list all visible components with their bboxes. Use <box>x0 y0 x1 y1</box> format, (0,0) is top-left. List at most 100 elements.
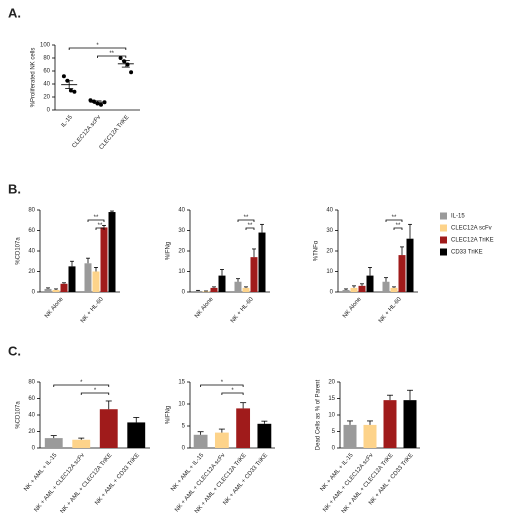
y-axis-label: %CD107a <box>16 237 22 265</box>
legend-label: CLEC12A scFv <box>451 226 492 232</box>
significance-label: ** <box>98 223 103 229</box>
bar <box>390 287 398 292</box>
bar <box>398 255 406 292</box>
x-tick-label: CLEC12A scFv <box>71 114 102 149</box>
legend-label: CD33 TriKE <box>451 250 483 256</box>
significance-bracket <box>393 227 403 230</box>
bar <box>406 238 414 292</box>
significance-label: ** <box>109 51 114 57</box>
bar <box>44 288 52 292</box>
legend-swatch <box>440 212 447 220</box>
data-point <box>68 88 73 93</box>
data-point <box>72 89 77 94</box>
y-tick-label: 40 <box>28 249 35 255</box>
bar <box>383 400 397 448</box>
y-tick-label: 10 <box>178 269 185 275</box>
x-tick-label: NK + AML + IL-15 <box>320 452 356 493</box>
significance-bracket <box>87 219 105 222</box>
bar <box>210 287 218 292</box>
bar <box>403 400 417 448</box>
data-point <box>88 98 93 103</box>
panel-label: C. <box>8 343 21 358</box>
y-axis-label: %IFNg <box>166 242 172 260</box>
significance-label: * <box>94 388 97 394</box>
legend-swatch <box>440 248 447 256</box>
x-tick-label: NK + AML + CLEC12A TriKE <box>60 452 114 513</box>
y-tick-label: 10 <box>178 402 185 408</box>
legend-label: CLEC12A TriKE <box>451 238 494 244</box>
y-tick-label: 20 <box>326 249 333 255</box>
significance-bracket <box>68 47 127 50</box>
bar <box>194 290 202 292</box>
data-point <box>92 99 96 104</box>
significance-label: * <box>96 43 99 49</box>
bar <box>236 408 251 448</box>
data-point <box>129 70 134 75</box>
significance-bracket <box>245 227 255 230</box>
bar <box>214 432 229 448</box>
y-tick-label: 40 <box>178 208 185 214</box>
y-tick-label: 0 <box>330 290 334 296</box>
y-tick-label: 80 <box>28 380 35 386</box>
panel-label: A. <box>8 5 21 20</box>
bar <box>234 281 242 292</box>
y-tick-label: 0 <box>182 290 186 296</box>
significance-label: ** <box>244 215 249 221</box>
bar <box>127 422 146 448</box>
y-tick-label: 0 <box>32 290 36 296</box>
bar <box>44 438 63 448</box>
bar <box>108 212 116 292</box>
significance-label: ** <box>396 223 401 229</box>
y-tick-label: 40 <box>326 208 333 214</box>
y-tick-label: 60 <box>43 69 50 75</box>
significance-label: ** <box>392 215 397 221</box>
y-axis-label: %Proliferated NK cells <box>31 48 37 108</box>
significance-bracket <box>221 392 244 395</box>
bar <box>250 257 258 292</box>
significance-bracket <box>237 219 255 222</box>
y-tick-label: 5 <box>332 429 336 435</box>
bar <box>366 275 374 292</box>
bar <box>99 409 118 448</box>
y-tick-label: 5 <box>182 424 186 430</box>
significance-bracket <box>53 384 110 387</box>
y-tick-label: 60 <box>28 228 35 234</box>
legend-label: IL-15 <box>451 214 465 220</box>
bar <box>343 424 357 448</box>
significance-bracket <box>200 384 244 387</box>
y-tick-label: 0 <box>332 446 336 452</box>
y-tick-label: 30 <box>178 228 185 234</box>
y-tick-label: 15 <box>178 380 185 386</box>
y-axis-label: %CD107a <box>16 401 22 429</box>
significance-label: * <box>221 380 224 386</box>
significance-label: * <box>80 380 83 386</box>
bar <box>342 289 350 292</box>
y-tick-label: 80 <box>28 208 35 214</box>
significance-bracket <box>97 55 127 58</box>
y-axis-label: %TNFα <box>314 240 320 261</box>
y-tick-label: 40 <box>28 413 35 419</box>
y-tick-label: 40 <box>43 82 50 88</box>
bar <box>100 227 108 292</box>
bar <box>350 287 358 292</box>
x-tick-label: NK Alone <box>194 296 215 320</box>
y-axis-label: %IFNg <box>166 406 172 424</box>
y-axis-label: Dead Cells as % of Parent <box>316 379 322 450</box>
y-tick-label: 20 <box>28 429 35 435</box>
x-tick-label: NK + HL-60 <box>378 296 403 325</box>
y-tick-label: 20 <box>328 380 335 386</box>
x-tick-label: NK Alone <box>342 296 363 320</box>
bar <box>202 291 210 292</box>
y-tick-label: 0 <box>182 446 186 452</box>
bar <box>68 266 76 292</box>
y-tick-label: 20 <box>178 249 185 255</box>
y-tick-label: 15 <box>328 396 335 402</box>
bar <box>193 434 208 448</box>
y-tick-label: 20 <box>28 269 35 275</box>
bar <box>358 285 366 292</box>
legend-swatch <box>440 224 447 232</box>
y-tick-label: 60 <box>28 396 35 402</box>
y-tick-label: 80 <box>43 56 50 62</box>
y-tick-label: 0 <box>47 108 51 114</box>
